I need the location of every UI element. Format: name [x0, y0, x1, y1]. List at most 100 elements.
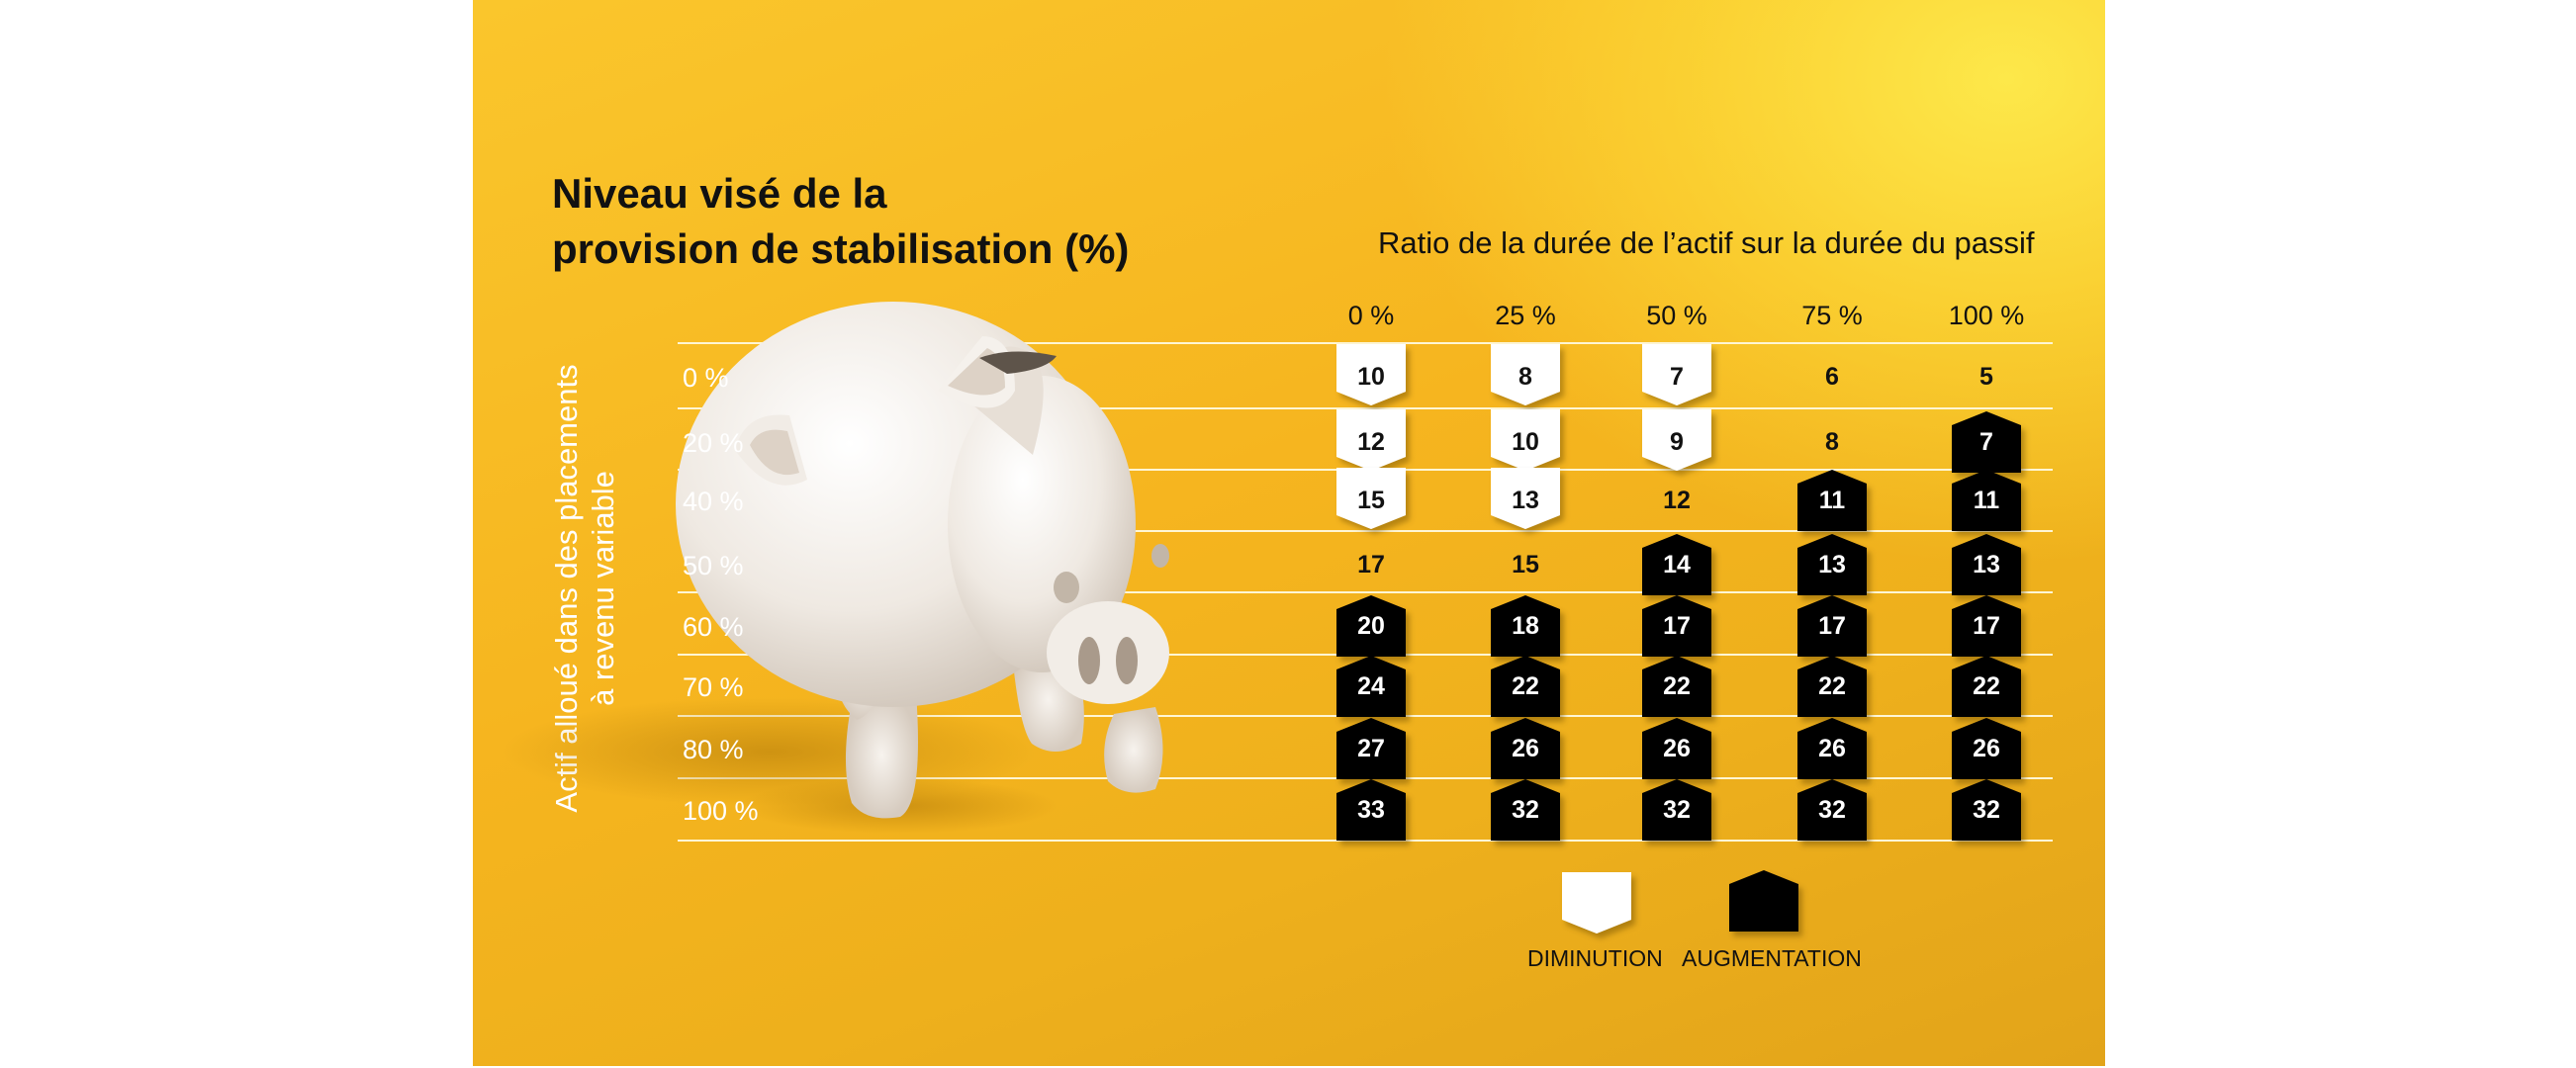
increase-badge [1952, 534, 2021, 595]
increase-badge [1336, 595, 1406, 657]
decrease-badge [1491, 344, 1560, 405]
row-label: 40 % [683, 487, 744, 516]
increase-badge [1336, 779, 1406, 841]
chart-title-line-1: Niveau visé de la [552, 170, 887, 217]
increase-badge [1797, 595, 1867, 657]
cell-value: 17 [1973, 612, 2000, 640]
cell-value: 12 [1663, 487, 1691, 514]
decrease-badge [1336, 468, 1406, 529]
cell-value: 26 [1973, 735, 2000, 762]
increase-badge [1952, 411, 2021, 473]
chart-panel: Niveau visé de la provision de stabilisa… [473, 0, 2105, 1066]
legend-label-diminution: DIMINUTION [1527, 945, 1663, 971]
cell-value: 32 [1973, 796, 2000, 824]
cell-value: 14 [1663, 551, 1691, 578]
row-labels: 0 % 20 % 40 % 50 % 60 % 70 % 80 % 100 % [683, 363, 759, 826]
increase-badge [1491, 595, 1560, 657]
piggy-bank-illustration [503, 302, 1169, 834]
cell-value: 17 [1818, 612, 1846, 640]
increase-badge [1336, 656, 1406, 717]
increase-badge [1491, 656, 1560, 717]
cell-value: 9 [1670, 428, 1684, 456]
row-label: 70 % [683, 672, 744, 702]
row-label: 100 % [683, 796, 759, 826]
row-label: 0 % [683, 363, 729, 393]
cell-value: 8 [1518, 363, 1532, 391]
chart-title: Niveau visé de la provision de stabilisa… [552, 166, 1129, 277]
increase-badge [1336, 718, 1406, 779]
cell-value: 13 [1973, 551, 2000, 578]
chart-title-line-2: provision de stabilisation (%) [552, 225, 1130, 272]
legend [1562, 870, 1798, 934]
cell-value: 7 [1670, 363, 1684, 391]
cell-value: 13 [1818, 551, 1846, 578]
row-label: 50 % [683, 551, 744, 580]
increase-badge [1952, 656, 2021, 717]
chart-svg: 0 % 20 % 40 % 50 % 60 % 70 % 80 % 100 % 0 % 25 %… [503, 301, 2053, 934]
increase-badge [1642, 534, 1711, 595]
cell-value: 12 [1357, 428, 1385, 456]
value-cells: 10 8 7 6 5 12 10 9 8 7 15 13 12 11 11 17 15 14 13 13 20 18 17 1… [1336, 344, 2021, 841]
increase-badge [1797, 718, 1867, 779]
cell-value: 22 [1818, 672, 1846, 700]
decrease-badge [1336, 344, 1406, 405]
cell-value: 22 [1973, 672, 2000, 700]
cell-value: 17 [1663, 612, 1691, 640]
increase-badge [1797, 779, 1867, 841]
increase-badge [1642, 779, 1711, 841]
cell-value: 32 [1512, 796, 1539, 824]
decrease-badge [1491, 409, 1560, 471]
cell-value: 26 [1818, 735, 1846, 762]
cell-value: 10 [1357, 363, 1385, 391]
column-label: 75 % [1801, 301, 1863, 330]
cell-value: 26 [1663, 735, 1691, 762]
legend-swatch-diminution [1562, 872, 1631, 934]
cell-value: 32 [1818, 796, 1846, 824]
increase-badge [1797, 656, 1867, 717]
decrease-badge [1642, 344, 1711, 405]
row-label: 60 % [683, 612, 744, 642]
increase-badge [1797, 534, 1867, 595]
column-label: 25 % [1495, 301, 1556, 330]
cell-value: 24 [1357, 672, 1385, 700]
cell-value: 11 [1974, 487, 2000, 514]
increase-badge [1491, 779, 1560, 841]
cell-value: 15 [1357, 487, 1385, 514]
cell-value: 5 [1979, 363, 1993, 391]
row-label: 80 % [683, 735, 744, 764]
decrease-badge [1642, 409, 1711, 471]
column-label: 50 % [1646, 301, 1707, 330]
column-label: 100 % [1949, 301, 2025, 330]
cell-value: 13 [1512, 487, 1539, 514]
cell-value: 10 [1512, 428, 1539, 456]
cell-value: 18 [1512, 612, 1539, 640]
increase-badge [1491, 718, 1560, 779]
decrease-badge [1491, 468, 1560, 529]
increase-badge [1952, 718, 2021, 779]
cell-value: 33 [1357, 796, 1385, 824]
increase-badge [1952, 779, 2021, 841]
cell-value: 6 [1825, 363, 1839, 391]
column-labels: 0 % 25 % 50 % 75 % 100 % [1348, 301, 2025, 330]
cell-value: 11 [1819, 487, 1846, 514]
cell-value: 7 [1979, 428, 1993, 456]
cell-value: 22 [1512, 672, 1539, 700]
cell-value: 32 [1663, 796, 1691, 824]
increase-badge [1952, 470, 2021, 531]
increase-badge [1642, 718, 1711, 779]
increase-badge [1642, 595, 1711, 657]
cell-value: 22 [1663, 672, 1691, 700]
column-label: 0 % [1348, 301, 1395, 330]
increase-badge [1952, 595, 2021, 657]
cell-value: 26 [1512, 735, 1539, 762]
cell-value: 8 [1825, 428, 1839, 456]
cell-value: 17 [1357, 551, 1385, 578]
decrease-badge [1336, 409, 1406, 471]
increase-badge [1642, 656, 1711, 717]
legend-label-augmentation: AUGMENTATION [1682, 945, 1862, 971]
row-label: 20 % [683, 428, 744, 458]
increase-badge [1797, 470, 1867, 531]
cell-value: 20 [1357, 612, 1385, 640]
cell-value: 27 [1357, 735, 1385, 762]
cell-value: 15 [1512, 551, 1539, 578]
